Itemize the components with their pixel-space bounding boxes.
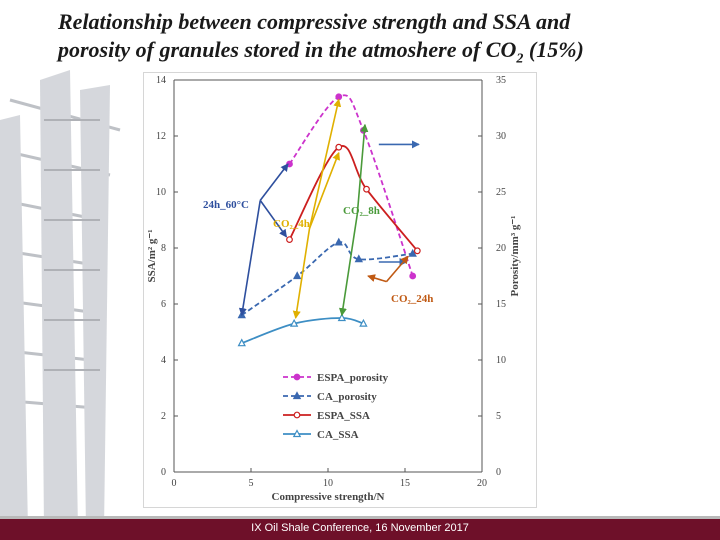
background-tower-image	[0, 60, 150, 530]
title-line-1: Relationship between compressive strengt…	[58, 9, 571, 34]
y-right-tick-label: 20	[496, 243, 506, 254]
data-point	[293, 373, 301, 381]
y-right-tick-label: 10	[496, 355, 506, 366]
legend-label: ESPA_SSA	[317, 410, 370, 422]
data-point	[337, 313, 347, 322]
y-axis-label-left: SSA/m² g⁻¹	[146, 229, 158, 282]
data-point	[413, 247, 421, 255]
chart: 0 5 10 15 20 0 2 4 6 8 10 12 14 0 5 10 15 20 25 30 35 Compres…	[146, 75, 521, 503]
annotation-arrow	[356, 123, 369, 215]
data-point	[286, 236, 293, 244]
footer-text: IX Oil Shale Conference, 16 November 201…	[251, 522, 469, 534]
title-line-2: porosity of granules stored in the atmos…	[58, 37, 517, 62]
data-point	[359, 318, 368, 327]
data-point	[408, 248, 417, 257]
data-point	[293, 271, 302, 280]
y-right-tick-label: 5	[496, 411, 501, 422]
title-end: (15%)	[523, 37, 584, 62]
legend-label: CA_SSA	[317, 429, 359, 441]
annotation-arrow	[259, 163, 289, 201]
y-left-tick-label: 10	[156, 187, 166, 198]
annotation-arrow	[292, 228, 311, 319]
chart-legend: ESPA_porosity CA_porosity ESPA_SSA CA_SSA	[283, 372, 389, 441]
annotation-arrow	[259, 199, 288, 238]
footer-stripe	[0, 516, 720, 519]
y-right-tick-label: 30	[496, 131, 506, 142]
y-left-tick-label: 4	[161, 355, 166, 366]
annotation-label: CO₂_4h	[273, 218, 310, 230]
data-point	[363, 185, 370, 193]
data-point	[335, 143, 343, 151]
series-ca-porosity	[237, 237, 417, 319]
data-point	[292, 429, 302, 438]
legend-entry: CA_porosity	[283, 391, 377, 403]
x-tick-label: 5	[249, 478, 254, 489]
series-line	[288, 144, 419, 252]
annotation-arrow	[308, 98, 342, 229]
data-point	[409, 272, 417, 280]
annotation-arrow	[367, 274, 387, 283]
y-left-tick-label: 0	[161, 467, 166, 478]
x-axis-label: Compressive strength/N	[272, 491, 385, 503]
series-line	[241, 241, 413, 316]
annotation-arrow	[238, 200, 262, 317]
chart-series	[237, 93, 421, 347]
chart-annotations: 24h_60°C CO₂_4h CO₂_8h CO₂_24h	[203, 199, 433, 305]
series-ca-ssa	[237, 313, 368, 347]
y-right-tick-label: 25	[496, 187, 506, 198]
x-tick-label: 20	[477, 478, 487, 489]
legend-entry: ESPA_SSA	[283, 410, 370, 422]
title-subscript: 2	[516, 51, 524, 67]
tower-graphic	[0, 60, 150, 530]
annotation-arrow	[308, 151, 340, 229]
y-axis-label-right: Porosity/mm³ g⁻¹	[509, 216, 521, 297]
annotation-label: CO₂_24h	[391, 293, 433, 305]
legend-label: ESPA_porosity	[317, 372, 389, 384]
y-left-tick-label: 8	[161, 243, 166, 254]
legend-label: CA_porosity	[317, 391, 377, 403]
data-point	[335, 93, 343, 101]
data-point	[334, 237, 343, 246]
data-point	[237, 338, 246, 347]
annotation-arrow	[385, 255, 409, 283]
slide-title: Relationship between compressive strengt…	[58, 8, 678, 73]
series-line	[288, 94, 414, 277]
y-left-tick-label: 12	[156, 131, 166, 142]
annotation-arrow	[338, 214, 359, 317]
data-point	[289, 318, 299, 327]
chart-arrows	[238, 98, 420, 319]
y-right-tick-label: 15	[496, 299, 506, 310]
legend-entry: ESPA_porosity	[283, 372, 389, 384]
x-tick-label: 10	[323, 478, 333, 489]
chart-axes: 0 5 10 15 20 0 2 4 6 8 10 12 14 0 5 10 15 20 25 30 35 Compres…	[146, 75, 521, 503]
legend-entry: CA_SSA	[283, 429, 359, 441]
data-point	[292, 391, 302, 400]
series-line	[241, 317, 364, 345]
y-right-tick-label: 0	[496, 467, 501, 478]
data-point	[293, 411, 301, 419]
y-left-tick-label: 14	[156, 75, 166, 86]
y-left-tick-label: 6	[161, 299, 166, 310]
annotation-label: 24h_60°C	[203, 199, 249, 211]
footer-bar: IX Oil Shale Conference, 16 November 201…	[0, 519, 720, 540]
data-point	[354, 254, 363, 263]
x-tick-label: 0	[172, 478, 177, 489]
series-espa-ssa	[286, 143, 421, 255]
y-left-tick-label: 2	[161, 411, 166, 422]
annotation-label: CO₂_8h	[343, 205, 380, 217]
x-tick-label: 15	[400, 478, 410, 489]
y-right-tick-label: 35	[496, 75, 506, 86]
